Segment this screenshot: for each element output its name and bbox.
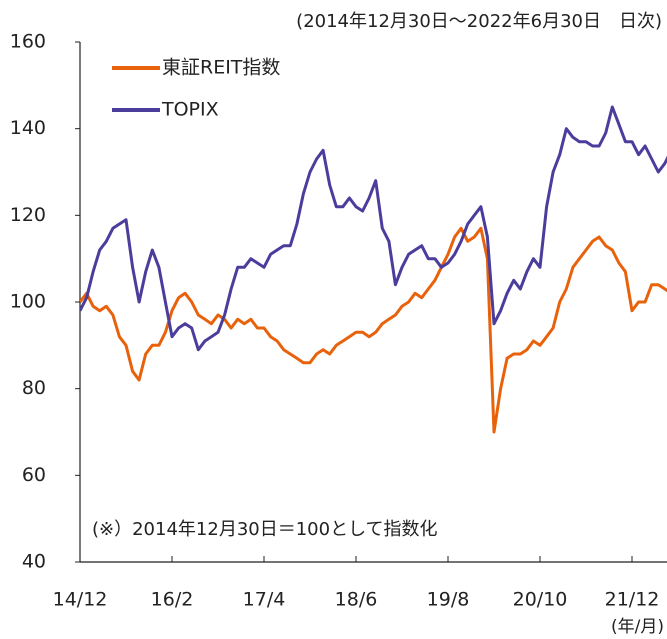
- x-tick-label: 18/6: [335, 589, 378, 611]
- y-tick-label: 60: [22, 464, 46, 486]
- series-line: [80, 226, 667, 434]
- x-unit-label: (年/月): [611, 617, 664, 637]
- x-tick-label: 20/10: [513, 589, 568, 611]
- x-tick-label: 19/8: [427, 589, 470, 611]
- series-line: [80, 105, 667, 352]
- annotation: (※）2014年12月30日＝100として指数化: [92, 519, 438, 540]
- x-tick-label: 16/2: [151, 589, 194, 611]
- legend-label: 東証REIT指数: [162, 57, 280, 79]
- y-tick-label: 100: [10, 291, 46, 313]
- x-tick-label: 21/12: [605, 589, 660, 611]
- y-tick-label: 120: [10, 204, 46, 226]
- y-tick-label: 140: [10, 117, 46, 139]
- y-tick-label: 40: [22, 551, 46, 573]
- plot-area: [80, 105, 667, 434]
- y-tick-label: 80: [22, 377, 46, 399]
- x-tick-label: 14/12: [53, 589, 108, 611]
- subtitle: (2014年12月30日～2022年6月30日 日次): [296, 11, 662, 32]
- legend-label: TOPIX: [161, 99, 219, 121]
- x-tick-label: 17/4: [243, 589, 286, 611]
- y-tick-label: 160: [10, 31, 46, 53]
